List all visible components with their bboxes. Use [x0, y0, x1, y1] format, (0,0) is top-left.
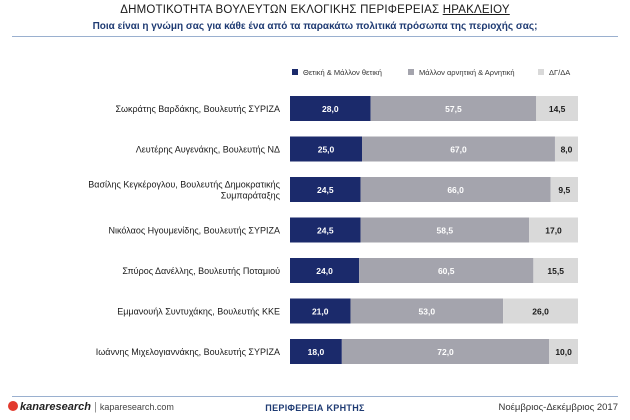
category-label-line: Ιωάννης Μιχελογιαννάκης, Βουλευτής ΣΥΡΙΖ…	[96, 347, 280, 357]
data-label-negative: 58,5	[437, 226, 454, 236]
data-label-dkna: 10,0	[555, 347, 572, 357]
chart-title: ΔΗΜΟΤΙΚΟΤΗΤΑ ΒΟΥΛΕΥΤΩΝ ΕΚΛΟΓΙΚΗΣ ΠΕΡΙΦΕΡ…	[0, 4, 630, 16]
data-label-negative: 60,5	[438, 266, 455, 276]
data-label-dkna: 9,5	[558, 185, 570, 195]
chart-title-prefix: ΔΗΜΟΤΙΚΟΤΗΤΑ ΒΟΥΛΕΥΤΩΝ ΕΚΛΟΓΙΚΗΣ ΠΕΡΙΦΕΡ…	[120, 4, 440, 16]
bar-segment-dkna	[529, 217, 578, 243]
footer-divider	[12, 396, 618, 397]
chart-subtitle: Ποια είναι η γνώμη σας για κάθε ένα από …	[92, 21, 538, 32]
category-label: Βασίλης Κεγκέρογλου, Βουλευτής Δημοκρατι…	[88, 180, 280, 201]
legend-swatch-positive	[292, 69, 298, 75]
category-label: Λευτέρης Αυγενάκης, Βουλευτής ΝΔ	[136, 145, 280, 155]
legend-item-dkna: ΔΓ/ΔΑ	[538, 68, 570, 77]
category-label: Σωκράτης Βαρδάκης, Βουλευτής ΣΥΡΙΖΑ	[115, 104, 280, 114]
data-label-negative: 53,0	[419, 307, 436, 317]
legend-swatch-negative	[408, 69, 414, 75]
footer-period: Νοέμβριος-Δεκέμβριος 2017	[498, 402, 618, 413]
data-label-dkna: 14,5	[549, 104, 566, 114]
data-label-dkna: 26,0	[532, 307, 549, 317]
brand-url: kaparesearch.com	[99, 402, 174, 412]
bar-segment-negative	[360, 217, 530, 243]
bar-segment-negative	[359, 258, 534, 283]
legend-label-dkna: ΔΓ/ΔΑ	[549, 68, 571, 77]
data-label-positive: 21,0	[312, 307, 329, 317]
category-label-line: Σωκράτης Βαρδάκης, Βουλευτής ΣΥΡΙΖΑ	[115, 104, 280, 114]
data-label-negative: 66,0	[447, 185, 464, 195]
category-label-line: Εμμανουήλ Συντυχάκης, Βουλευτής ΚΚΕ	[117, 307, 280, 317]
category-label: Νικόλαος Ηγουμενίδης, Βουλευτής ΣΥΡΙΖΑ	[109, 226, 280, 236]
category-label-line: Λευτέρης Αυγενάκης, Βουλευτής ΝΔ	[136, 145, 280, 155]
bar-segment-positive	[290, 339, 342, 364]
data-label-positive: 24,0	[316, 266, 333, 276]
data-label-positive: 24,5	[317, 185, 334, 195]
data-label-negative: 72,0	[437, 347, 454, 357]
bar-segment-dkna	[536, 96, 578, 121]
brand-circle-icon	[8, 401, 18, 411]
category-label-line: Σπύρος Δανέλλης, Βουλευτής Ποταμιού	[122, 266, 280, 276]
bar-segment-dkna	[549, 339, 578, 364]
data-label-dkna: 15,5	[547, 266, 564, 276]
bar-segment-negative	[370, 96, 537, 121]
data-label-negative: 57,5	[445, 104, 462, 114]
legend-item-positive: Θετική & Μάλλον θετική	[292, 68, 382, 77]
bar-segment-negative	[360, 177, 551, 202]
data-label-negative: 67,0	[450, 145, 467, 155]
legend-label-positive: Θετική & Μάλλον θετική	[303, 68, 382, 77]
bar-segment-dkna	[550, 177, 578, 202]
category-label: Εμμανουήλ Συντυχάκης, Βουλευτής ΚΚΕ	[117, 307, 280, 317]
footer-region: ΠΕΡΙΦΕΡΕΙΑ ΚΡΗΤΗΣ	[265, 403, 365, 413]
data-label-positive: 24,5	[317, 226, 334, 236]
data-label-dkna: 8,0	[561, 145, 573, 155]
legend-item-negative: Μάλλον αρνητική & Αρνητική	[408, 68, 515, 77]
chart-title-highlight: ΗΡΑΚΛΕΙΟΥ	[442, 4, 510, 16]
data-label-positive: 18,0	[308, 347, 325, 357]
bar-segment-dkna	[533, 258, 578, 283]
legend-label-negative: Μάλλον αρνητική & Αρνητική	[419, 68, 515, 77]
bar-segment-negative	[362, 136, 555, 162]
bar-segment-positive	[290, 177, 361, 202]
bar-segment-negative	[350, 298, 504, 324]
legend-swatch-dkna	[538, 69, 544, 75]
category-label-line: Νικόλαος Ηγουμενίδης, Βουλευτής ΣΥΡΙΖΑ	[109, 226, 280, 236]
data-label-positive: 25,0	[318, 145, 335, 155]
bar-segment-positive	[290, 217, 361, 243]
category-label-line: Βασίλης Κεγκέρογλου, Βουλευτής Δημοκρατι…	[88, 180, 280, 190]
bar-segment-positive	[290, 258, 360, 283]
category-label-line: Συμπαράταξης	[221, 191, 281, 201]
bar-segment-positive	[290, 298, 351, 324]
bar-segment-dkna	[554, 136, 578, 162]
category-label: Σπύρος Δανέλλης, Βουλευτής Ποταμιού	[122, 266, 280, 276]
bar-segment-dkna	[503, 298, 578, 324]
category-label: Ιωάννης Μιχελογιαννάκης, Βουλευτής ΣΥΡΙΖ…	[96, 347, 280, 357]
brand-name: kanaresearch	[20, 401, 91, 413]
data-label-dkna: 17,0	[545, 226, 562, 236]
header-divider	[12, 36, 618, 37]
bar-segment-positive	[290, 136, 362, 162]
data-label-positive: 28,0	[322, 104, 339, 114]
brand-separator: |	[93, 401, 97, 413]
brand-logo: kanaresearch | kaparesearch.com	[8, 401, 174, 413]
bar-segment-positive	[290, 96, 371, 121]
bar-segment-negative	[341, 339, 550, 364]
